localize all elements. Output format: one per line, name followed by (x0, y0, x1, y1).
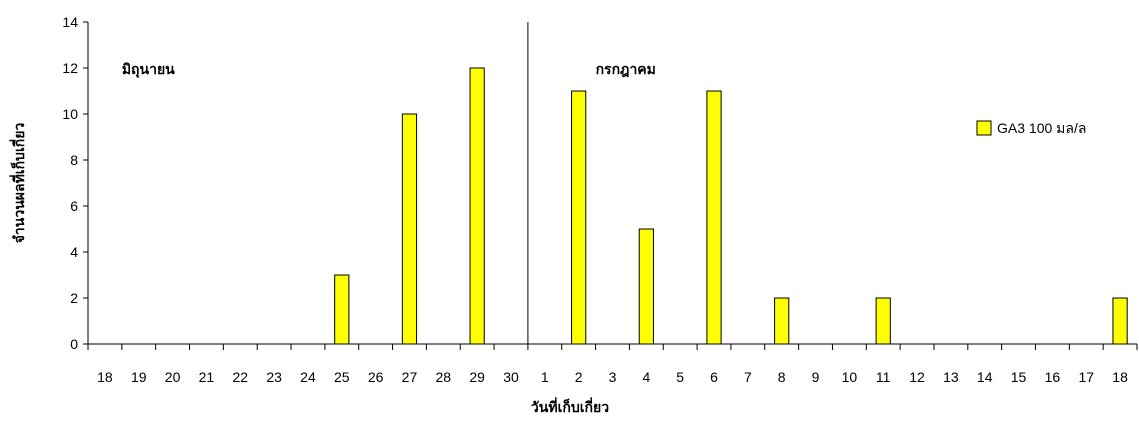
x-tick-label: 22 (232, 369, 248, 385)
x-tick-label: 14 (977, 369, 993, 385)
x-tick-label: 10 (842, 369, 858, 385)
legend-swatch (976, 120, 992, 136)
y-tick-label: 2 (70, 290, 78, 306)
y-tick-label: 6 (70, 198, 78, 214)
x-tick-label: 23 (266, 369, 282, 385)
bar (469, 67, 485, 345)
x-axis-ticks: 18 19 20 21 22 23 24 25 26 27 28 29 30 1 2 3 4 5 6 7 8 9 10 11 1… (87, 344, 1138, 385)
bar (875, 297, 891, 345)
y-tick-label: 8 (70, 152, 78, 168)
y-tick-label: 4 (70, 244, 78, 260)
month-label: มิถุนายน (122, 62, 175, 78)
x-tick-label: 24 (300, 369, 316, 385)
y-axis-ticks: 0 2 4 6 8 10 12 14 (62, 14, 88, 352)
legend-label: GA3 100 มล/ล (997, 120, 1086, 136)
x-tick-label: 5 (676, 369, 684, 385)
x-tick-label: 13 (943, 369, 959, 385)
x-tick-label: 7 (744, 369, 752, 385)
x-tick-label: 15 (1011, 369, 1027, 385)
x-tick-label: 30 (503, 369, 519, 385)
y-tick-label: 14 (62, 14, 78, 30)
x-tick-label: 20 (165, 369, 181, 385)
x-tick-label: 25 (334, 369, 350, 385)
bar (401, 113, 418, 345)
x-tick-label: 21 (199, 369, 215, 385)
legend: GA3 100 มล/ล (976, 120, 1086, 136)
x-tick-label: 2 (575, 369, 583, 385)
x-tick-label: 16 (1045, 369, 1061, 385)
x-tick-label: 28 (436, 369, 452, 385)
x-tick-label: 29 (469, 369, 485, 385)
x-tick-label: 26 (368, 369, 384, 385)
x-tick-label: 9 (812, 369, 820, 385)
bar (334, 274, 350, 345)
month-label: กรกฎาคม (596, 62, 656, 78)
y-tick-label: 10 (62, 106, 78, 122)
bars (334, 67, 1128, 345)
x-tick-label: 17 (1078, 369, 1094, 385)
y-tick-label: 12 (62, 60, 78, 76)
x-tick-label: 27 (402, 369, 418, 385)
y-tick-label: 0 (70, 336, 78, 352)
x-tick-label: 11 (876, 369, 891, 385)
bar (571, 90, 587, 345)
bar (774, 297, 790, 345)
x-tick-label: 6 (710, 369, 718, 385)
month-annotations: มิถุนายน กรกฎาคม (122, 62, 656, 78)
bar (706, 90, 722, 345)
x-tick-label: 19 (131, 369, 147, 385)
x-tick-label: 8 (778, 369, 786, 385)
x-tick-label: 12 (909, 369, 925, 385)
x-tick-label: 18 (1112, 369, 1128, 385)
x-tick-label: 3 (609, 369, 617, 385)
x-tick-label: 1 (541, 369, 549, 385)
bar (638, 228, 654, 345)
y-axis-title: จำนวนผลที่เก็บเกี่ยว (9, 123, 28, 244)
x-tick-label: 4 (642, 369, 650, 385)
x-tick-label: 18 (97, 369, 113, 385)
bar (1112, 297, 1128, 345)
x-axis-title: วันที่เก็บเกี่ยว (531, 397, 609, 416)
